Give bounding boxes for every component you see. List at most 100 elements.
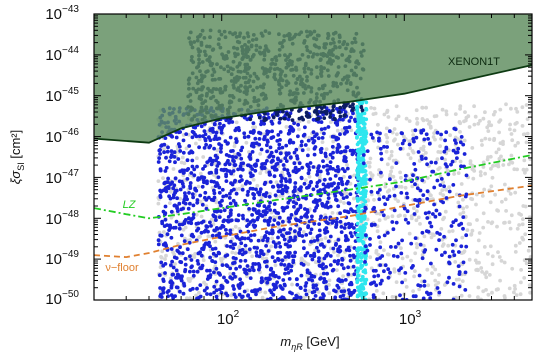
scan-point [196, 226, 201, 231]
scan-point [194, 293, 198, 298]
scan-point [422, 250, 427, 254]
scan-point [523, 170, 527, 175]
scan-point [429, 261, 433, 266]
scan-point [390, 214, 395, 219]
scan-point [362, 111, 367, 116]
scan-point [205, 292, 209, 296]
scan-point [460, 235, 465, 240]
scan-point [347, 282, 352, 287]
scan-point [312, 152, 317, 157]
scan-point [292, 297, 297, 300]
scan-point [325, 168, 330, 173]
scan-point [293, 165, 298, 170]
scan-point [168, 226, 173, 230]
scan-point [240, 178, 244, 182]
scan-point [356, 216, 361, 221]
scan-point [252, 192, 256, 197]
scan-point [520, 222, 525, 227]
scan-point [187, 240, 192, 245]
scan-point [342, 169, 347, 174]
scan-point [200, 202, 205, 207]
scan-point [212, 191, 217, 196]
scan-point [253, 164, 258, 168]
scan-point [212, 146, 217, 151]
scan-point [245, 218, 250, 223]
scan-point [169, 235, 174, 240]
scan-point [397, 268, 401, 273]
scan-point [274, 210, 279, 215]
scan-point [297, 161, 302, 166]
scan-point [397, 271, 402, 276]
scan-point [224, 179, 229, 184]
scan-point [281, 109, 285, 114]
scan-point [208, 255, 213, 260]
scan-point [433, 137, 437, 142]
scan-point [239, 281, 244, 285]
scan-point [355, 108, 360, 113]
scan-point [418, 242, 423, 247]
scan-point [163, 217, 168, 222]
scan-point [361, 202, 366, 207]
scan-point [362, 168, 367, 173]
scan-point [447, 229, 452, 234]
scan-point [257, 203, 261, 208]
scan-point [378, 263, 383, 267]
scan-point [212, 188, 216, 193]
scan-point [188, 296, 192, 300]
scan-point [462, 138, 467, 143]
scan-point [375, 190, 380, 195]
scan-point [190, 264, 194, 269]
scan-point [352, 226, 356, 230]
scan-point [307, 277, 311, 282]
scan-point [316, 189, 321, 194]
scan-point [443, 157, 447, 162]
scan-point [372, 205, 376, 210]
scan-point [464, 173, 469, 178]
scan-point [283, 271, 287, 276]
scan-point [238, 174, 243, 179]
scan-point [330, 268, 335, 273]
scan-point [311, 187, 316, 192]
scan-point [335, 107, 339, 111]
scan-point [323, 236, 328, 240]
scan-point [459, 293, 464, 298]
scan-point [251, 121, 256, 126]
scan-point [219, 130, 224, 135]
scan-point [214, 294, 219, 299]
scan-point [400, 238, 404, 243]
scan-point [420, 198, 425, 202]
scan-point [305, 251, 310, 255]
scan-point [415, 116, 419, 121]
scan-point [417, 273, 422, 278]
scan-point [190, 135, 195, 140]
scan-point [428, 124, 433, 129]
scan-point [352, 196, 356, 201]
scan-point [204, 282, 208, 287]
scan-point [158, 152, 163, 156]
scan-point [441, 193, 446, 198]
scan-point [245, 179, 249, 184]
scan-point [368, 255, 373, 260]
scan-point [198, 234, 202, 239]
scan-point [429, 160, 434, 165]
scan-point [230, 250, 235, 255]
scan-point [456, 200, 461, 205]
scan-point [357, 253, 362, 258]
scan-point [218, 256, 223, 261]
scan-point [402, 213, 407, 218]
scan-point [355, 104, 359, 109]
scan-point [300, 234, 305, 238]
scan-point [185, 158, 190, 163]
scan-point [386, 115, 391, 119]
scan-point [219, 150, 223, 154]
scan-point [203, 190, 208, 195]
scan-point [334, 137, 339, 142]
scan-point [329, 182, 334, 187]
scan-point [364, 254, 368, 258]
scan-point [175, 196, 180, 201]
scan-point [335, 150, 340, 154]
scan-point [164, 166, 169, 170]
scan-point [297, 187, 301, 192]
scan-point [411, 173, 415, 178]
